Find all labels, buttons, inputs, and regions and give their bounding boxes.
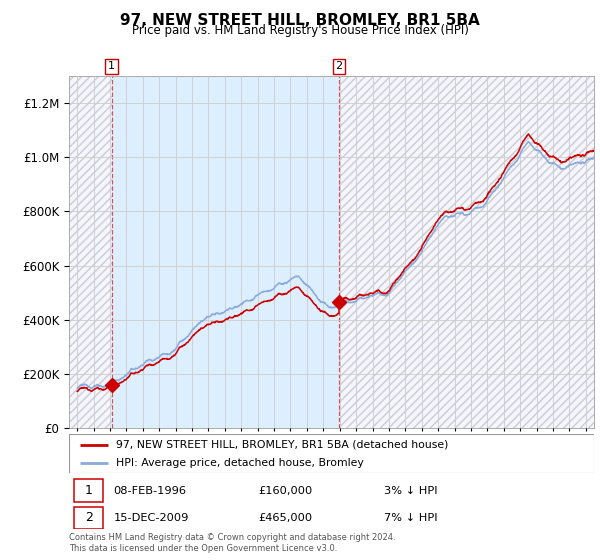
Text: HPI: Average price, detached house, Bromley: HPI: Average price, detached house, Brom…	[116, 458, 364, 468]
Text: 08-FEB-1996: 08-FEB-1996	[113, 486, 187, 496]
Text: 7% ↓ HPI: 7% ↓ HPI	[384, 513, 437, 523]
Bar	[69, 76, 112, 428]
Bar	[74, 507, 103, 529]
Text: 2: 2	[85, 511, 92, 524]
Text: £160,000: £160,000	[258, 486, 312, 496]
Bar	[112, 76, 339, 428]
Text: 2: 2	[335, 62, 343, 72]
Bar	[74, 479, 103, 502]
Text: 1: 1	[85, 484, 92, 497]
Text: 15-DEC-2009: 15-DEC-2009	[113, 513, 189, 523]
Text: 1: 1	[108, 62, 115, 72]
Text: Price paid vs. HM Land Registry's House Price Index (HPI): Price paid vs. HM Land Registry's House …	[131, 24, 469, 37]
Text: 97, NEW STREET HILL, BROMLEY, BR1 5BA: 97, NEW STREET HILL, BROMLEY, BR1 5BA	[120, 13, 480, 28]
Text: 97, NEW STREET HILL, BROMLEY, BR1 5BA (detached house): 97, NEW STREET HILL, BROMLEY, BR1 5BA (d…	[116, 440, 449, 450]
Text: £465,000: £465,000	[258, 513, 312, 523]
Text: Contains HM Land Registry data © Crown copyright and database right 2024.
This d: Contains HM Land Registry data © Crown c…	[69, 533, 395, 553]
Text: 3% ↓ HPI: 3% ↓ HPI	[384, 486, 437, 496]
Bar	[339, 76, 594, 428]
